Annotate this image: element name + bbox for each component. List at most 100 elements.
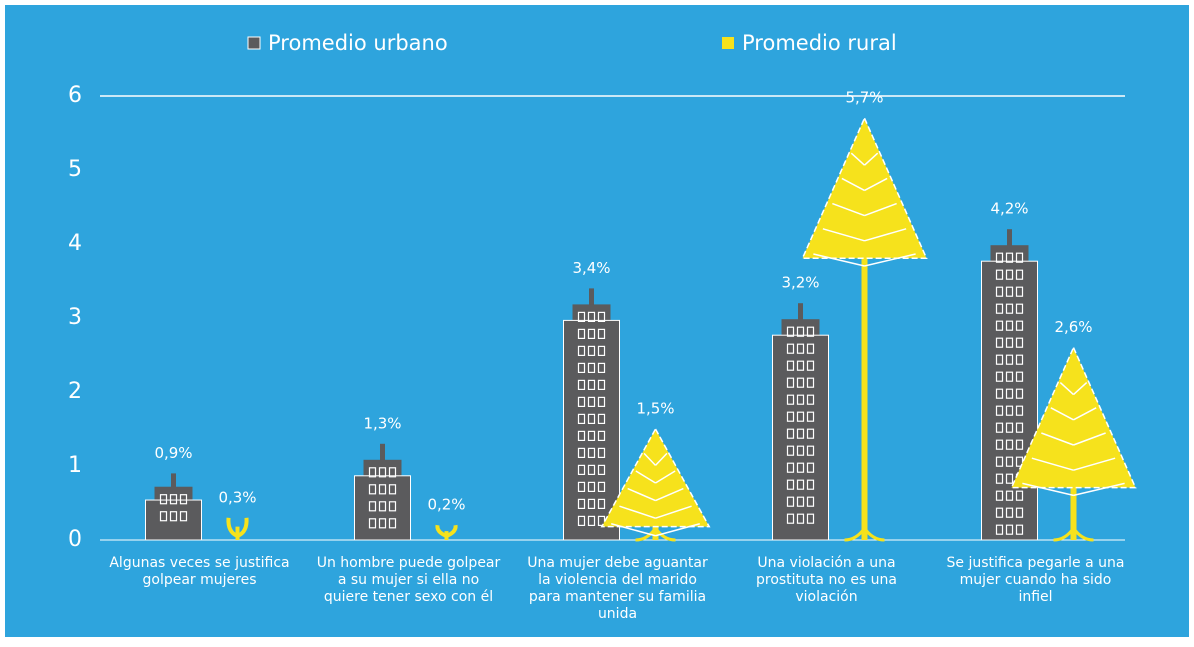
building-window [796, 343, 805, 354]
tree [435, 524, 458, 540]
building-window [806, 326, 815, 337]
building-body [981, 260, 1038, 541]
sprout [435, 524, 458, 540]
building-window [1015, 269, 1024, 280]
building-upper [154, 486, 193, 502]
building-window [1005, 388, 1014, 399]
building-window [796, 326, 805, 337]
tree-branch [1022, 482, 1125, 497]
building-window [378, 484, 387, 495]
building-window [806, 411, 815, 422]
building-window [806, 496, 815, 507]
building-window [786, 462, 795, 473]
legend-label: Promedio rural [742, 31, 897, 55]
building-window [577, 481, 586, 492]
building-window [388, 518, 397, 529]
tree-crown [600, 427, 711, 528]
building-window [1005, 337, 1014, 348]
building-window [388, 467, 397, 478]
building-window [796, 428, 805, 439]
building-window [597, 413, 606, 424]
building-window [786, 394, 795, 405]
building-window [368, 518, 377, 529]
building-window [1015, 388, 1024, 399]
building-window [159, 511, 168, 522]
tree-branch [1059, 382, 1088, 396]
building-window [995, 354, 1004, 365]
building-window [577, 345, 586, 356]
building-body [354, 475, 411, 541]
building-window [796, 513, 805, 524]
value-label: 0,2% [427, 496, 465, 514]
building-window [786, 377, 795, 388]
value-label: 3,2% [781, 274, 819, 292]
building-window [806, 394, 815, 405]
building-window [1015, 405, 1024, 416]
value-label: 1,3% [363, 414, 401, 432]
building-window [388, 484, 397, 495]
x-tick-label: Un hombre puede golpear a su mujer si el… [316, 555, 501, 605]
legend-label: Promedio urbano [268, 31, 448, 55]
tree-branch [832, 202, 897, 217]
y-tick-label: 0 [68, 527, 82, 552]
building-window [577, 515, 586, 527]
value-label: 1,5% [636, 400, 674, 418]
building-window [169, 511, 178, 522]
building-window [587, 311, 596, 322]
building-window [995, 473, 1004, 484]
building-window [1015, 252, 1024, 263]
building-window [1005, 303, 1014, 314]
building-window [796, 377, 805, 388]
value-label: 0,9% [154, 444, 192, 462]
building-window [597, 464, 606, 475]
building-body [772, 334, 829, 541]
building-window [597, 498, 606, 509]
building-window [786, 411, 795, 422]
building-window [786, 513, 795, 524]
building-window [577, 328, 586, 339]
building-window [378, 501, 387, 512]
building-window [1005, 320, 1014, 331]
building-window [806, 377, 815, 388]
building-window [597, 379, 606, 390]
building-window [577, 379, 586, 390]
building-window [786, 343, 795, 354]
building-body [563, 319, 620, 541]
building-window [368, 467, 377, 478]
building-window [995, 303, 1004, 314]
building-window [1005, 439, 1014, 450]
tree-branch [822, 228, 907, 242]
building-window [587, 413, 596, 424]
tree [801, 116, 928, 542]
building-window [577, 464, 586, 475]
building-body [145, 499, 202, 541]
building-window [1005, 524, 1014, 535]
building [563, 288, 620, 541]
building-window [1005, 286, 1014, 297]
building-window [1015, 303, 1024, 314]
tree-branch [850, 152, 879, 166]
building-window [995, 320, 1004, 331]
x-tick-label: Una violación a una prostituta no es una… [755, 555, 898, 605]
building-window [577, 430, 586, 441]
building-window [1005, 422, 1014, 433]
building-window [597, 362, 606, 373]
building-window [806, 445, 815, 456]
building [772, 303, 829, 541]
tree [1010, 345, 1137, 542]
building-window [995, 337, 1004, 348]
building-window [1015, 286, 1024, 297]
tree-crown [801, 116, 928, 259]
building-window [368, 484, 377, 495]
building-window [587, 447, 596, 458]
legend-swatch [247, 36, 261, 50]
value-label: 0,3% [218, 488, 256, 506]
tree-branch [635, 470, 676, 484]
value-label: 5,7% [845, 89, 883, 107]
building-window [995, 371, 1004, 382]
building-window [786, 326, 795, 337]
building-window [597, 311, 606, 322]
building [354, 443, 411, 541]
